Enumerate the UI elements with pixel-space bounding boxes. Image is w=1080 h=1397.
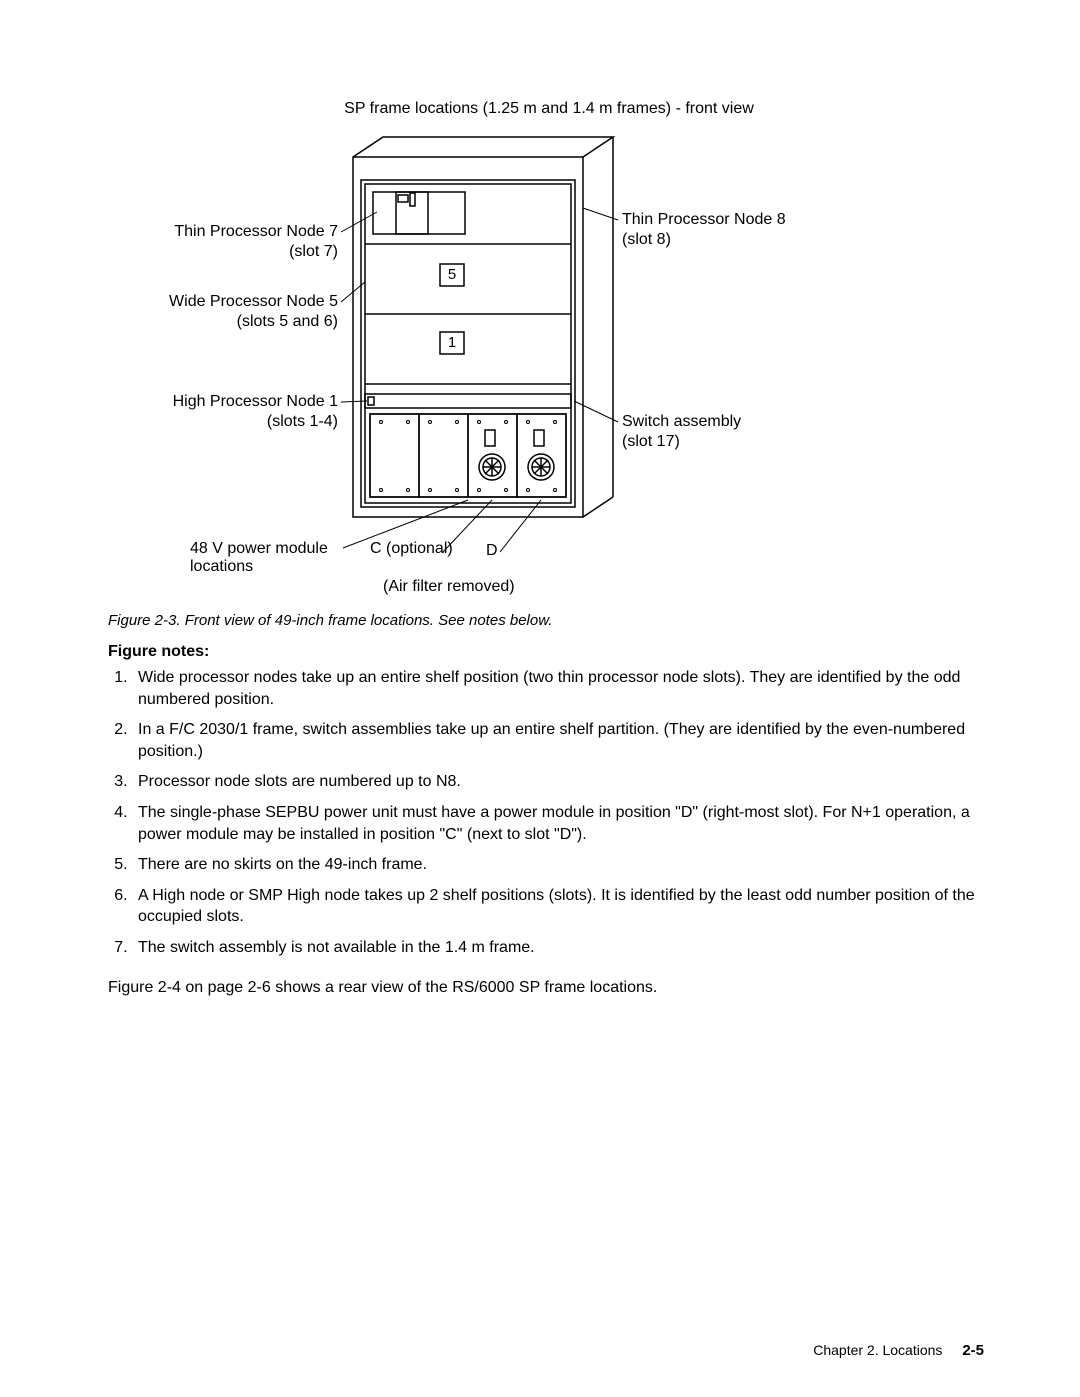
figure-note: Processor node slots are numbered up to … bbox=[132, 771, 990, 793]
body-paragraph: Figure 2-4 on page 2-6 shows a rear view… bbox=[108, 977, 990, 999]
text: (slots 1-4) bbox=[267, 413, 338, 430]
footer-chapter: Chapter 2. Locations bbox=[813, 1342, 942, 1358]
footer-page-number: 2-5 bbox=[962, 1342, 984, 1359]
label-air-filter: (Air filter removed) bbox=[383, 578, 515, 596]
slot-label-5: 5 bbox=[444, 266, 460, 283]
text: (slot 8) bbox=[622, 231, 671, 248]
text: Thin Processor Node 8 bbox=[622, 211, 786, 228]
label-c-optional: C (optional) bbox=[370, 540, 453, 558]
text: (slots 5 and 6) bbox=[237, 313, 338, 330]
figure-note: There are no skirts on the 49-inch frame… bbox=[132, 854, 990, 876]
text: (slot 17) bbox=[622, 433, 680, 450]
figure-note: The switch assembly is not available in … bbox=[132, 937, 990, 959]
figure-note: The single-phase SEPBU power unit must h… bbox=[132, 802, 990, 845]
callout-thin-node-8: Thin Processor Node 8 (slot 8) bbox=[622, 210, 852, 250]
text: (slot 7) bbox=[289, 243, 338, 260]
callout-wide-node-5: Wide Processor Node 5 (slots 5 and 6) bbox=[118, 292, 338, 332]
page: SP frame locations (1.25 m and 1.4 m fra… bbox=[0, 0, 1080, 1397]
callout-high-node-1: High Processor Node 1 (slots 1-4) bbox=[118, 392, 338, 432]
label-d: D bbox=[486, 542, 498, 560]
label-48v-power: 48 V power module locations bbox=[190, 540, 360, 576]
callout-switch-assembly: Switch assembly (slot 17) bbox=[622, 412, 852, 452]
figure-caption: Figure 2-3. Front view of 49-inch frame … bbox=[108, 612, 990, 629]
frame-svg bbox=[108, 132, 988, 602]
figure-notes-list: Wide processor nodes take up an entire s… bbox=[108, 667, 990, 959]
figure-notes-heading: Figure notes: bbox=[108, 643, 990, 661]
frame-diagram: 5 1 Thin Processor Node 7 (slot 7) Wide … bbox=[108, 132, 990, 602]
text: Thin Processor Node 7 bbox=[174, 223, 338, 240]
text: Switch assembly bbox=[622, 413, 741, 430]
slot-label-1: 1 bbox=[444, 334, 460, 351]
page-footer: Chapter 2. Locations 2-5 bbox=[813, 1342, 984, 1359]
text: High Processor Node 1 bbox=[173, 393, 338, 410]
figure-note: Wide processor nodes take up an entire s… bbox=[132, 667, 990, 710]
text: Wide Processor Node 5 bbox=[169, 293, 338, 310]
diagram-title: SP frame locations (1.25 m and 1.4 m fra… bbox=[108, 100, 990, 118]
text: 48 V power module bbox=[190, 540, 328, 557]
figure-note: A High node or SMP High node takes up 2 … bbox=[132, 885, 990, 928]
figure-note: In a F/C 2030/1 frame, switch assemblies… bbox=[132, 719, 990, 762]
text: locations bbox=[190, 558, 253, 575]
callout-thin-node-7: Thin Processor Node 7 (slot 7) bbox=[118, 222, 338, 262]
